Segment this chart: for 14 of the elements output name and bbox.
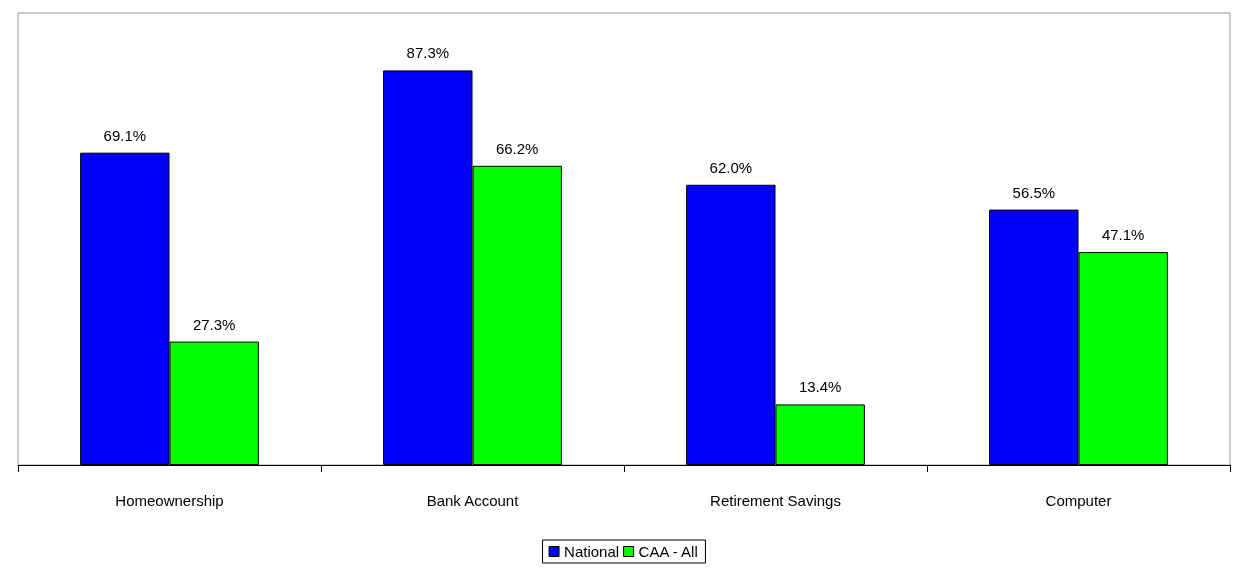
- data-label: 56.5%: [1012, 183, 1056, 201]
- data-label: 66.2%: [495, 139, 539, 157]
- legend-label: National: [564, 543, 620, 560]
- legend-label: CAA - All: [638, 543, 698, 560]
- data-label: 47.1%: [1101, 226, 1145, 244]
- x-tick-label: Retirement Savings: [710, 492, 841, 509]
- data-label: 13.4%: [798, 378, 842, 396]
- x-tick-label: Computer: [1045, 492, 1112, 509]
- data-label: 69.1%: [103, 126, 147, 144]
- x-tick-label: Homeownership: [115, 492, 224, 509]
- data-label: 87.3%: [406, 44, 450, 62]
- data-label: 62.0%: [709, 158, 753, 176]
- x-tick-label: Bank Account: [426, 492, 520, 509]
- data-label: 27.3%: [192, 315, 236, 333]
